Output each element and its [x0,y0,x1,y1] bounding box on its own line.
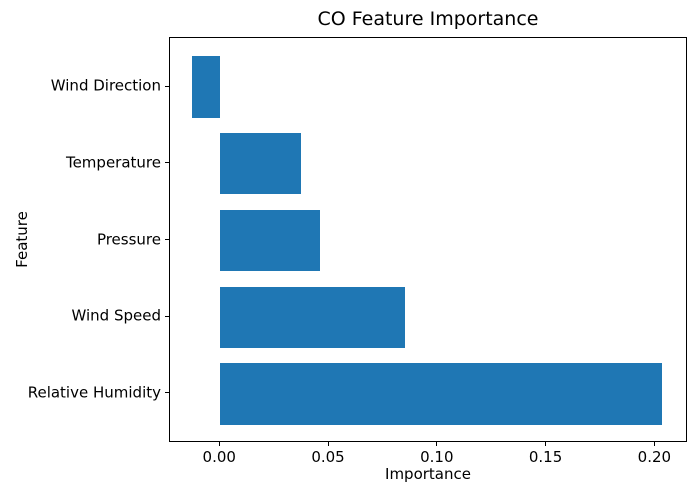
x-tick-mark [218,442,220,446]
bar-wind-speed [220,286,406,348]
y-tick-label-temperature: Temperature [65,153,161,172]
y-tick-mark [165,315,169,317]
chart-title: CO Feature Importance [317,8,539,30]
x-tick-mark [653,442,655,446]
y-tick-label-wind-direction: Wind Direction [50,76,161,95]
y-tick-mark [165,239,169,240]
x-tick-label-0.20: 0.20 [637,448,672,466]
x-tick-mark [327,442,329,446]
x-axis-label: Importance [385,465,471,483]
x-tick-label-0.15: 0.15 [528,448,563,466]
x-tick-mark [545,442,547,446]
bar-temperature [220,133,301,195]
y-tick-label-relative-humidity: Relative Humidity [27,383,161,402]
bar-wind-direction [191,56,221,118]
y-tick-mark [165,162,169,164]
x-tick-label-0.10: 0.10 [420,448,454,466]
bar-pressure [220,209,321,272]
bar-relative-humidity [220,363,662,425]
y-tick-mark [165,85,169,87]
plot-area [169,37,687,442]
y-tick-mark [165,392,169,394]
x-tick-label-0.05: 0.05 [311,448,345,466]
y-tick-label-pressure: Pressure [96,230,161,248]
y-tick-label-wind-speed: Wind Speed [71,306,162,325]
x-tick-label-0.00: 0.00 [202,448,236,466]
x-tick-mark [436,442,438,446]
